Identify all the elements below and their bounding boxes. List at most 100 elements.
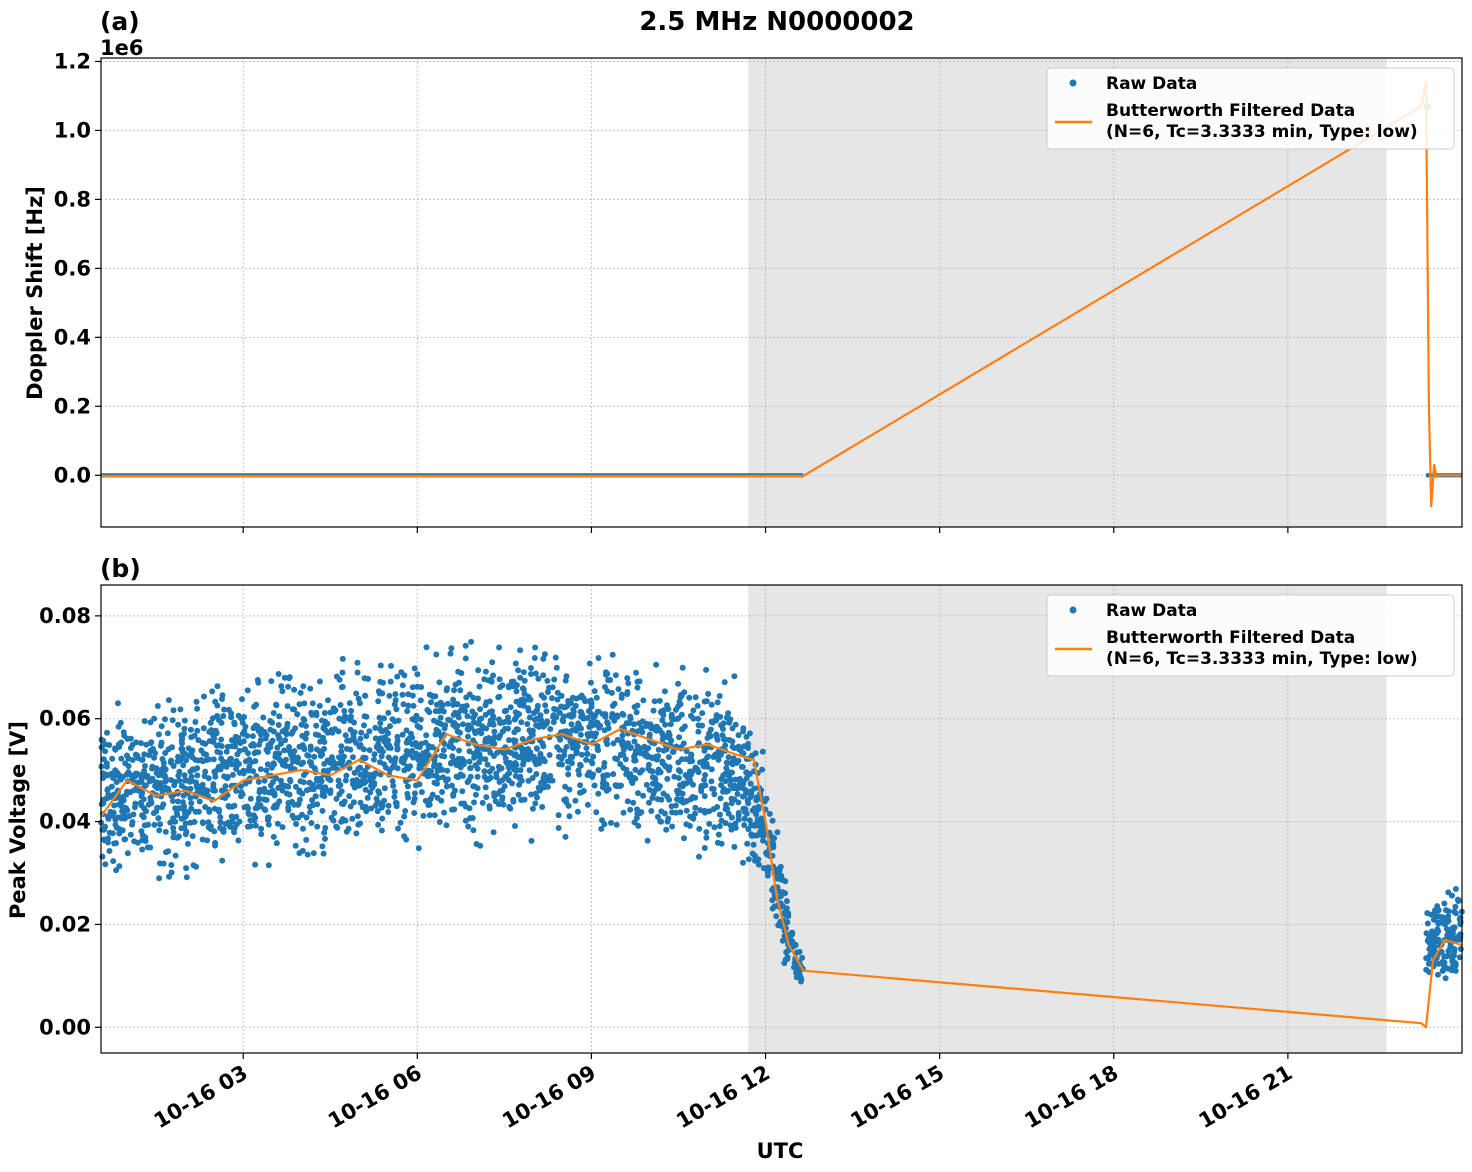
y-tick-label: 0.2 xyxy=(54,394,91,418)
raw-data-point xyxy=(656,697,663,704)
raw-data-point xyxy=(152,783,159,789)
raw-data-point xyxy=(715,752,722,759)
raw-data-point xyxy=(168,862,175,868)
raw-data-point xyxy=(1445,913,1452,920)
raw-data-point xyxy=(590,771,597,778)
raw-data-point xyxy=(513,726,520,733)
raw-data-point xyxy=(287,776,293,783)
raw-data-point xyxy=(525,696,532,703)
raw-data-point xyxy=(158,804,165,811)
raw-data-point xyxy=(478,715,485,722)
raw-data-point xyxy=(752,750,759,757)
raw-data-point xyxy=(495,716,502,723)
raw-data-point xyxy=(701,845,708,851)
raw-data-point xyxy=(695,728,702,735)
raw-data-point xyxy=(210,756,217,763)
raw-data-point xyxy=(779,937,786,944)
raw-data-point xyxy=(1451,946,1458,953)
raw-data-point xyxy=(726,718,733,725)
raw-data-point xyxy=(451,687,457,694)
raw-data-point xyxy=(460,761,467,768)
raw-data-point xyxy=(279,787,286,794)
raw-data-point xyxy=(457,771,464,778)
raw-data-point xyxy=(218,736,225,743)
raw-data-point xyxy=(739,749,745,756)
raw-data-point xyxy=(734,791,741,797)
raw-data-point xyxy=(740,859,746,866)
raw-data-point xyxy=(287,763,294,770)
raw-data-point xyxy=(568,760,575,767)
raw-data-point xyxy=(631,738,638,745)
raw-data-point xyxy=(111,802,118,809)
raw-data-point xyxy=(792,963,799,969)
raw-data-point xyxy=(710,754,717,760)
raw-data-point xyxy=(446,743,453,750)
raw-data-point xyxy=(706,820,713,827)
raw-data-point xyxy=(588,720,595,727)
raw-data-point xyxy=(716,823,723,830)
raw-data-point xyxy=(201,773,208,780)
raw-data-point xyxy=(188,805,195,812)
raw-data-point xyxy=(193,698,200,705)
raw-data-point xyxy=(245,805,251,812)
raw-data-point xyxy=(244,687,251,694)
raw-data-point xyxy=(323,787,329,794)
x-tick-label: 10-16 09 xyxy=(498,1061,600,1134)
raw-data-point xyxy=(139,790,146,796)
raw-data-point xyxy=(291,686,298,693)
raw-data-point xyxy=(106,848,113,854)
raw-data-point xyxy=(783,898,790,905)
x-tick-label: 10-16 18 xyxy=(1020,1061,1122,1134)
raw-data-point xyxy=(646,786,653,793)
raw-data-point xyxy=(466,748,473,755)
y-tick-label: 0.04 xyxy=(39,810,91,834)
raw-data-point xyxy=(299,732,306,739)
raw-data-point xyxy=(471,799,477,806)
raw-data-point xyxy=(443,778,450,784)
raw-data-point xyxy=(322,825,329,831)
raw-data-point xyxy=(551,705,558,712)
raw-data-point xyxy=(634,684,641,691)
raw-data-point xyxy=(636,678,643,685)
raw-data-point xyxy=(648,808,655,814)
raw-data-point xyxy=(239,730,246,737)
raw-data-point xyxy=(335,777,342,784)
raw-data-point xyxy=(763,795,770,802)
raw-data-point xyxy=(587,679,594,686)
raw-data-point xyxy=(540,672,547,679)
raw-data-point xyxy=(708,766,715,773)
raw-data-point xyxy=(537,787,543,794)
raw-data-point xyxy=(676,734,683,741)
raw-data-point xyxy=(496,676,503,683)
raw-data-point xyxy=(168,869,175,876)
raw-data-point xyxy=(623,720,630,727)
raw-data-point xyxy=(360,746,367,753)
raw-data-point xyxy=(476,683,483,690)
raw-data-point xyxy=(525,705,532,712)
raw-data-point xyxy=(459,788,466,795)
filtered-data-line xyxy=(100,727,1463,1029)
raw-data-point xyxy=(605,677,612,684)
raw-data-point xyxy=(262,807,269,814)
raw-data-point xyxy=(462,655,469,662)
raw-data-point xyxy=(502,755,509,762)
raw-data-point xyxy=(361,767,368,774)
raw-data-point xyxy=(655,746,662,753)
raw-data-point xyxy=(281,747,288,754)
raw-data-point xyxy=(224,773,231,780)
raw-data-point xyxy=(251,817,258,824)
raw-data-point xyxy=(368,782,375,789)
raw-data-point xyxy=(455,714,462,721)
raw-data-point xyxy=(672,802,679,809)
raw-data-point xyxy=(449,736,456,743)
raw-data-point xyxy=(653,661,660,668)
raw-data-point xyxy=(138,756,145,763)
raw-data-point xyxy=(231,719,238,726)
raw-data-point xyxy=(771,835,778,842)
raw-data-point xyxy=(443,822,450,829)
raw-data-point xyxy=(309,700,316,707)
raw-data-point xyxy=(270,710,277,716)
raw-data-point xyxy=(249,733,256,740)
raw-data-point xyxy=(584,751,591,757)
raw-data-point xyxy=(194,705,201,712)
